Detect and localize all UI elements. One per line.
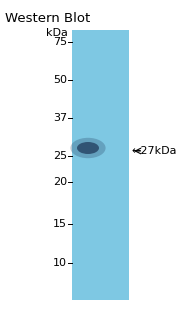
Ellipse shape [70,138,106,158]
Text: 10: 10 [53,258,67,268]
Text: 37: 37 [53,113,67,123]
Text: kDa: kDa [46,28,68,38]
Text: ←27kDa: ←27kDa [131,146,177,156]
Text: 15: 15 [53,219,67,229]
Text: Western Blot: Western Blot [5,12,90,25]
Text: 20: 20 [53,177,67,187]
Bar [72,30,129,300]
Ellipse shape [77,142,99,154]
Text: 25: 25 [53,151,67,161]
Text: 75: 75 [53,37,67,47]
Text: 50: 50 [53,75,67,85]
